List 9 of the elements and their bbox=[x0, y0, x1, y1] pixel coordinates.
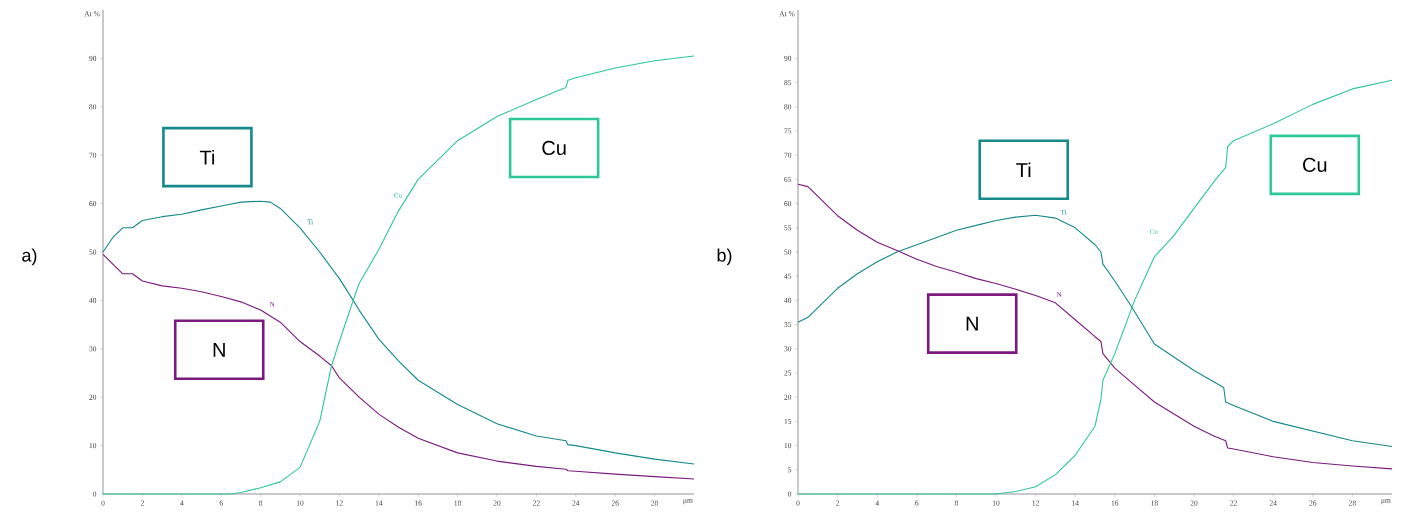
text: Cu bbox=[1303, 157, 1327, 172]
line-series bbox=[102, 200, 695, 465]
text: b) bbox=[717, 248, 732, 266]
text: N bbox=[213, 342, 225, 357]
text: a) bbox=[22, 248, 37, 266]
text: Ti bbox=[199, 149, 215, 165]
series-label: N bbox=[966, 316, 978, 331]
series-label: Ti bbox=[1016, 162, 1031, 177]
text: Cu bbox=[542, 140, 566, 156]
